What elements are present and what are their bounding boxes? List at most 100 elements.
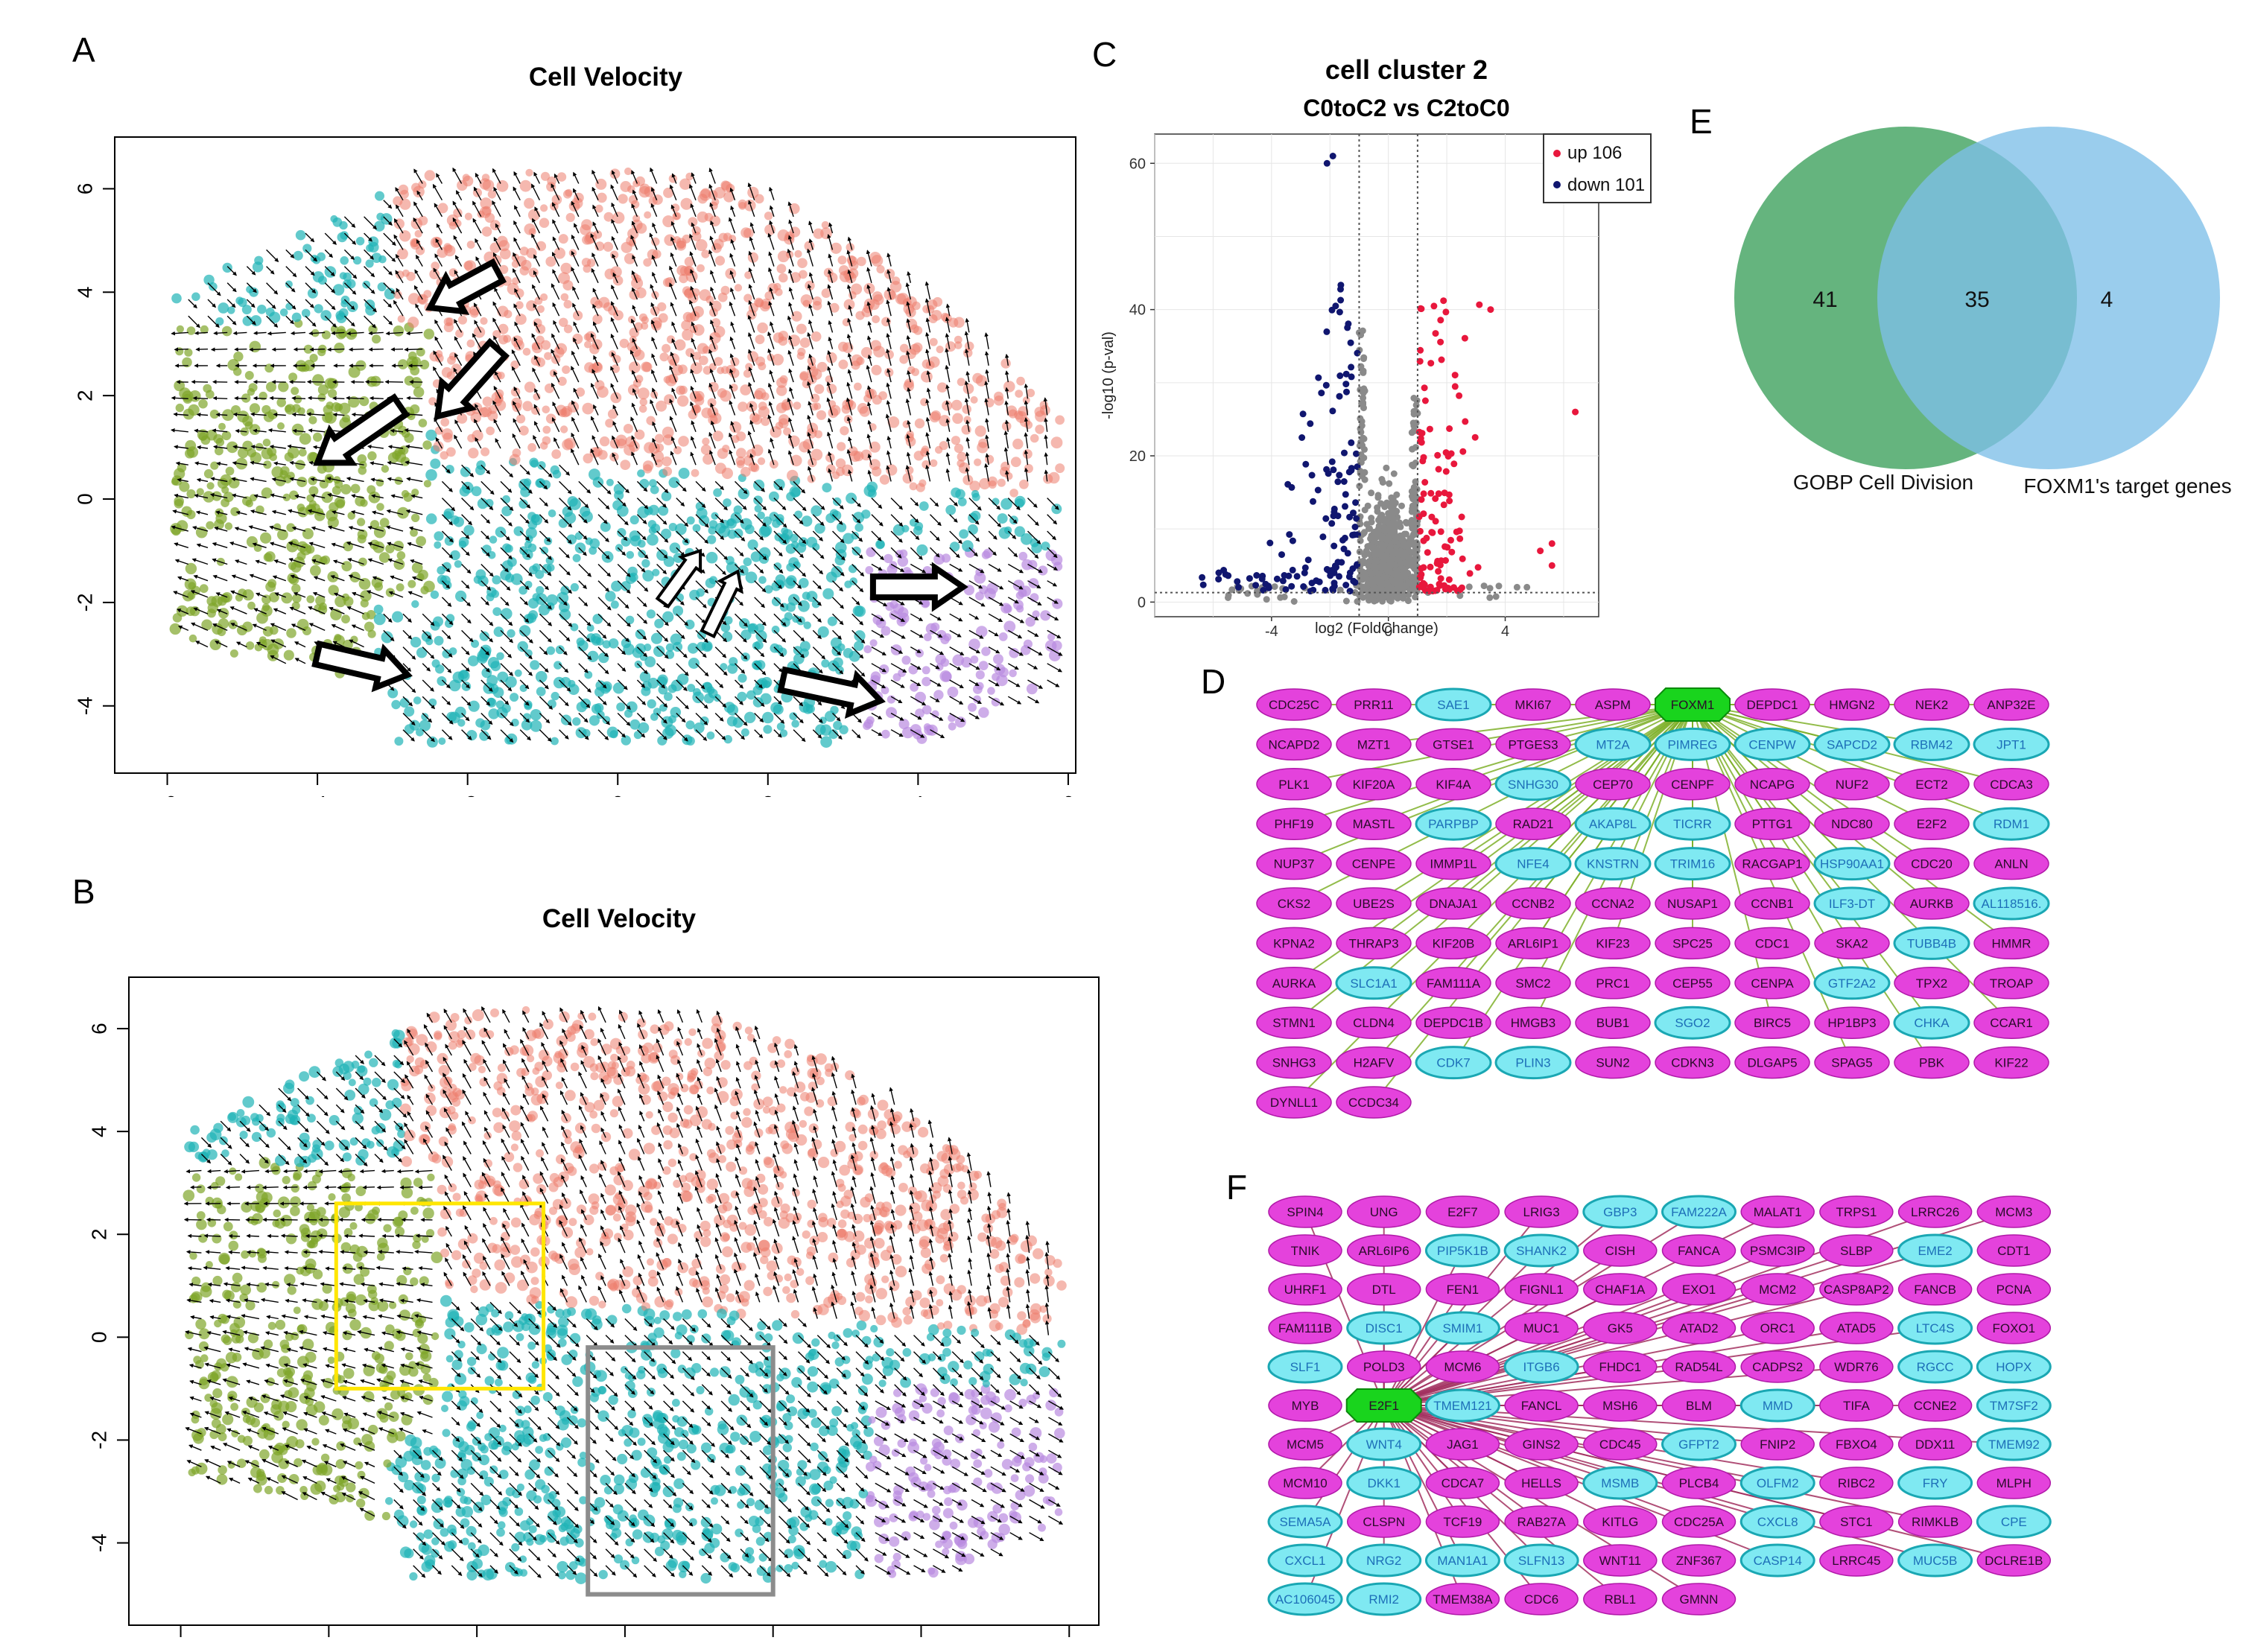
cell-point (707, 1178, 718, 1189)
cell-point (980, 1408, 992, 1420)
cell-point (480, 632, 489, 641)
cell-point (776, 378, 787, 388)
velocity-vector (789, 351, 793, 366)
velocity-vector (533, 285, 540, 299)
cell-point (660, 352, 669, 361)
velocity-vector (559, 547, 570, 558)
cell-point (425, 638, 433, 645)
cell-point (734, 506, 743, 515)
cell-point (286, 628, 296, 638)
velocity-vector (384, 316, 393, 325)
cell-point (353, 256, 361, 264)
velocity-vector (269, 430, 286, 432)
cell-point (498, 324, 509, 334)
cell-point (817, 362, 828, 372)
velocity-vector (188, 316, 200, 327)
cell-point (571, 1063, 580, 1072)
velocity-vector (927, 282, 930, 299)
cell-point (246, 641, 254, 649)
velocity-vector (969, 614, 978, 619)
cell-point (697, 264, 705, 273)
cell-point (470, 1286, 478, 1293)
cell-point (491, 590, 499, 598)
velocity-vector (273, 511, 286, 514)
cell-point (644, 1143, 656, 1154)
cell-point (1014, 1277, 1024, 1288)
velocity-vector (652, 204, 657, 217)
cell-point (404, 1480, 414, 1490)
cell-point (643, 258, 651, 267)
cell-point (984, 1469, 993, 1478)
cell-point (787, 470, 798, 481)
velocity-vector (598, 498, 609, 509)
velocity-vector (390, 576, 403, 581)
cell-point (924, 633, 932, 641)
velocity-vector (462, 614, 471, 623)
cell-point (489, 536, 498, 544)
cell-point (480, 1173, 491, 1184)
cell-point (708, 415, 717, 425)
velocity-vector (274, 609, 286, 614)
cell-point (510, 693, 518, 702)
velocity-vector (476, 257, 481, 267)
cell-point (269, 312, 280, 323)
velocity-vector (1047, 531, 1056, 539)
cell-point (629, 1149, 641, 1160)
cell-point (919, 1297, 930, 1308)
velocity-vector (273, 349, 286, 350)
velocity-vector (454, 436, 462, 449)
cell-point (285, 405, 292, 413)
cell-point (372, 1126, 380, 1134)
velocity-vector (829, 321, 833, 333)
cell-point (682, 1309, 692, 1320)
cell-point (669, 523, 677, 531)
cell-point (542, 406, 551, 414)
cell-point (748, 539, 758, 550)
cell-point (618, 194, 627, 203)
velocity-vector (325, 250, 332, 257)
cell-point (410, 366, 419, 375)
velocity-vector (696, 664, 708, 676)
cell-point (930, 460, 937, 467)
velocity-vector (849, 437, 852, 448)
cell-point (374, 221, 384, 232)
cell-point (1000, 462, 1010, 471)
cell-point (476, 1314, 488, 1326)
cell-point (517, 1484, 524, 1491)
cell-point (410, 637, 421, 647)
cell-point (1051, 554, 1062, 565)
velocity-vector (539, 730, 551, 742)
cell-point (722, 1246, 733, 1257)
cell-point (644, 644, 651, 651)
velocity-vector (947, 469, 949, 482)
cell-point (863, 722, 871, 730)
velocity-vector (495, 288, 501, 299)
cell-point (855, 1292, 865, 1302)
cell-point (968, 703, 977, 712)
cell-point (551, 737, 559, 746)
cell-point (700, 189, 711, 201)
cell-point (976, 670, 985, 679)
cell-point (639, 405, 647, 413)
cell-point (524, 581, 532, 588)
cell-point (173, 613, 183, 623)
velocity-vector (533, 368, 539, 382)
cell-point (866, 547, 875, 557)
cell-point (810, 1443, 819, 1452)
velocity-vector (539, 714, 549, 723)
cell-point (784, 1435, 793, 1443)
cell-point (319, 1415, 329, 1426)
cell-point (810, 1469, 821, 1480)
cell-point (204, 469, 213, 478)
velocity-vector (676, 664, 688, 676)
cell-point (1051, 436, 1063, 448)
cell-point (361, 600, 369, 608)
cell-point (507, 629, 515, 638)
velocity-vector (793, 630, 804, 641)
cell-point (933, 553, 945, 565)
cell-point (803, 704, 813, 714)
cell-point (905, 466, 913, 474)
cell-point (796, 1365, 805, 1373)
velocity-vector (579, 614, 591, 626)
